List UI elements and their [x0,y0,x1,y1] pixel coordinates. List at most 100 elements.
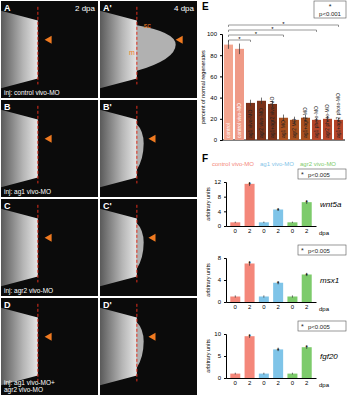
significance-key: *p<0.005 [298,245,346,255]
tick: 2 [276,226,280,234]
category-label: ag1 MO [280,120,286,138]
tick: 0 [262,302,266,310]
amputation-line [37,304,38,382]
figure-svg: A 2 dpa inj: control vivo-MO A'4 dpascm Binj… [0,0,349,400]
tick: 0 [291,378,295,386]
chart-title: msx1 [320,276,339,285]
tick-label: 0 [262,228,266,234]
tick-label: 20 [210,116,217,122]
tick: 0 [234,226,238,234]
caption: inj: control vivo-MO [4,89,60,97]
regenerate [137,322,144,368]
y-axis: 0 4 8 12 [214,179,226,229]
tick-label: 0 [234,228,238,234]
micrograph: C' [100,199,197,296]
key-symbol: * [329,3,332,10]
bar [259,374,269,378]
error-bar [261,98,262,104]
amputation-line [136,205,137,283]
panel-label: D [4,300,11,310]
tick: 0 [234,378,238,386]
annotation: * [277,207,280,214]
tick: 20 [210,116,222,122]
annotation: * [305,344,308,351]
tick-label: 2 [305,228,309,234]
tick: 2 [305,378,309,386]
micrograph-background [1,199,98,296]
axis-line [220,35,223,141]
error-bar [263,222,264,223]
tick: 0 [234,302,238,310]
tick: 2 [276,302,280,310]
tick-label: 0 [214,137,218,143]
stage-label: 2 dpa [75,4,96,13]
tick-mark [224,334,226,335]
caption: inj: ag1 vivo-MO [4,188,51,196]
tick-label: 0 [291,228,295,234]
annotation: * [305,199,308,206]
axis-line [227,226,317,227]
tick: 2 [305,302,309,310]
axis-line [227,378,317,379]
bar [245,264,255,303]
x-axis: 0 2 0 2 0 2 [227,302,317,310]
bar [273,349,283,378]
tick: 0 [291,302,295,310]
fin-stump [100,110,137,188]
micrograph: A'4 dpascm [100,1,197,98]
panel-label: C [4,201,11,211]
significance-key: *p<0.001 [314,1,346,18]
panel-label: B [4,102,11,112]
micrograph-background [100,100,197,197]
error-bar [292,222,293,223]
key-box [314,1,346,18]
tick-label: 5 [218,353,222,359]
arrowhead [45,333,52,341]
annotation: * [248,181,251,188]
error-bar [239,44,240,55]
y-axis-title: arbitrary units [205,339,211,373]
annotation: * [305,272,308,279]
tick-mark [224,280,226,281]
x-axis-title: dpa [319,382,330,388]
tick: 2 [248,302,252,310]
tick-label: 8 [218,255,222,261]
error-bar [235,222,236,223]
fin-stump [100,11,137,89]
x-axis-title: dpa [319,306,330,312]
significance-key: *p<0.005 [298,169,346,179]
tick-label: 100 [207,31,218,37]
bar [245,336,255,378]
axis-line [224,259,227,303]
key-text: p<0.005 [308,324,331,330]
tick-label: 2 [248,228,252,234]
chart-title: fgf20 [320,352,338,361]
panel-label: E [202,1,209,12]
axis-line [227,302,317,303]
tick-label: 80 [210,53,217,59]
legend-entry: ag1 vivo-MO [260,161,294,167]
tick-label: 4 [218,209,222,215]
panel-label: A' [103,3,112,13]
panel-label: A [4,3,11,13]
amputation-line [136,304,137,382]
category-label: control vivo-MO [236,103,242,138]
key-text: p<0.001 [319,11,342,17]
tick: 0 [218,223,226,229]
annotation: * [282,21,285,27]
y-axis: 0510 [214,331,226,381]
tick: 2 [305,226,309,234]
tick: 8 [218,194,226,200]
y-axis: 048 [218,255,227,305]
micrograph-background [100,199,197,296]
tick-mark [220,55,222,56]
tick-label: 2 [276,380,280,386]
error-bar [250,100,251,106]
bars [230,261,311,302]
arrowhead [45,234,52,242]
category-label: agr2 photo-MO [324,104,330,138]
tick: 12 [214,179,226,185]
fin-stump [1,209,38,287]
bar [287,222,297,226]
tick: 0 [262,226,266,234]
